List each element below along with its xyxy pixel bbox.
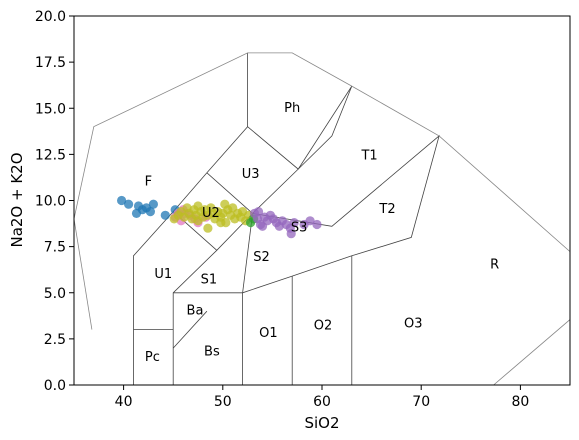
data-point: [203, 223, 213, 233]
x-tick-label: 40: [115, 394, 133, 410]
y-tick-label: 2.5: [44, 332, 66, 348]
y-tick-label: 17.5: [35, 55, 66, 71]
y-tick-label: 15.0: [35, 101, 66, 117]
field-label-ph: Ph: [284, 101, 300, 116]
x-tick-label: 50: [214, 394, 232, 410]
data-point: [193, 216, 203, 226]
field-label-s1: S1: [201, 272, 218, 287]
field-label-o3: O3: [404, 317, 423, 332]
y-tick-label: 5.0: [44, 286, 66, 302]
field-label-bs: Bs: [204, 344, 220, 359]
field-label-ba: Ba: [187, 304, 204, 319]
data-point: [220, 199, 230, 209]
y-axis-label: Na2O + K2O: [8, 152, 26, 247]
axes-layer: 40 50 60 70 80 0.0 2.5 5.0 7.5 10.0 12.5 15.0 17.5 20…: [35, 9, 529, 410]
y-tick-label: 7.5: [44, 240, 66, 256]
field-outline-line: [74, 52, 570, 385]
data-point: [145, 207, 155, 217]
field-label-o1: O1: [259, 326, 278, 341]
data-points-layer: [117, 195, 322, 239]
field-label-u3: U3: [242, 167, 260, 182]
data-point: [257, 221, 268, 231]
field-label-f: F: [145, 175, 152, 190]
field-label-s3: S3: [291, 221, 308, 236]
field-label-t2: T2: [378, 202, 395, 217]
data-point: [312, 219, 322, 230]
field-label-u1: U1: [154, 267, 172, 282]
y-tick-label: 0.0: [44, 378, 66, 394]
field-label-t1: T1: [360, 149, 377, 164]
field-label-o2: O2: [314, 319, 333, 334]
data-point: [124, 199, 134, 209]
data-point: [253, 207, 264, 217]
data-point: [286, 229, 296, 239]
data-point: [160, 210, 170, 220]
x-tick-label: 60: [313, 394, 331, 410]
data-point: [148, 199, 158, 209]
x-tick-label: 70: [412, 394, 430, 410]
x-axis-label: SiO2: [304, 414, 339, 432]
data-point: [117, 195, 127, 206]
field-labels-layer: Ph F U3 T1 U2 S3 T2 U1 S2 R S1 Ba Pc Bs O1 O2 O3: [145, 101, 499, 365]
field-label-s2: S2: [253, 250, 270, 265]
field-boundary-line: [206, 172, 253, 214]
field-label-pc: Pc: [145, 350, 160, 365]
data-point: [305, 216, 315, 226]
field-label-r: R: [490, 258, 499, 273]
field-label-u2: U2: [202, 206, 220, 221]
data-point: [131, 208, 142, 218]
data-point: [216, 218, 226, 228]
x-tick-label: 80: [511, 394, 529, 410]
y-tick-label: 20.0: [35, 9, 66, 25]
y-tick-label: 12.5: [35, 147, 66, 163]
data-point: [289, 218, 299, 228]
y-tick-label: 10.0: [35, 194, 66, 210]
field-boundary-line: [172, 310, 208, 349]
